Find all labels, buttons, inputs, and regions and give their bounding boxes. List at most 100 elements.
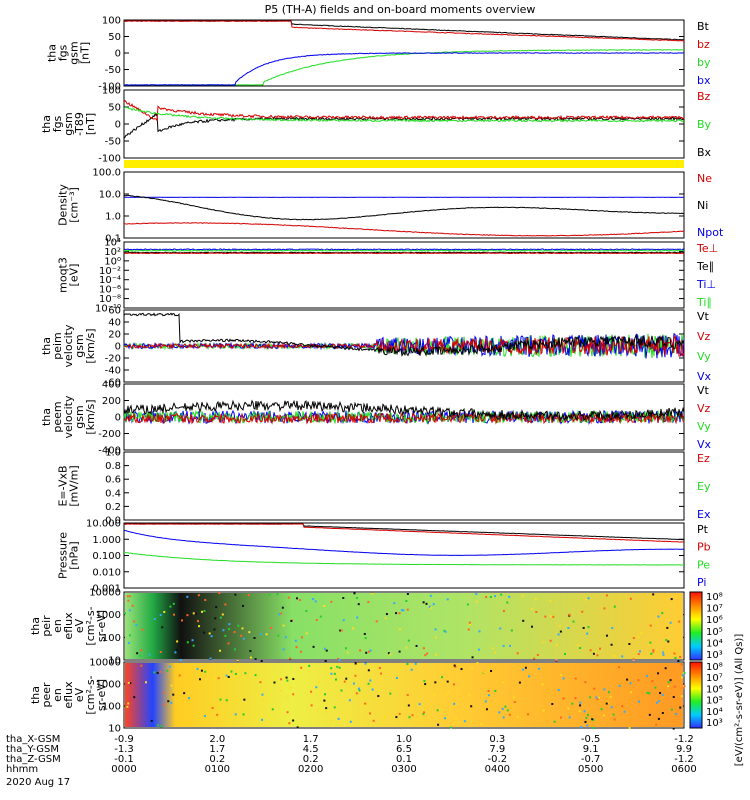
spectrogram-pixel bbox=[127, 702, 130, 705]
spectrogram-pixel bbox=[286, 679, 289, 682]
spectrogram-pixel bbox=[580, 726, 583, 729]
colorbar bbox=[689, 661, 703, 729]
y-axis-label-line: eV bbox=[73, 618, 86, 633]
spectrogram-pixel bbox=[662, 651, 665, 654]
spectrogram-pixel bbox=[398, 712, 401, 715]
spectrogram-pixel bbox=[160, 725, 163, 728]
y-tick-label: 10⁻¹⁰ bbox=[95, 304, 121, 315]
spectrogram-pixel bbox=[470, 705, 473, 708]
legend-label-te∥: Te∥ bbox=[696, 260, 714, 273]
spectrogram-pixel bbox=[338, 658, 341, 661]
spectrogram-pixel bbox=[508, 644, 511, 647]
y-tick-label: 1.000 bbox=[92, 535, 121, 546]
y-tick-label: 10⁻² bbox=[99, 266, 121, 277]
spectrogram-pixel bbox=[253, 637, 256, 640]
spectrogram-pixel bbox=[249, 650, 252, 653]
spectrogram-pixel bbox=[659, 692, 662, 695]
spectrogram-pixel bbox=[367, 682, 370, 685]
spectrogram-pixel bbox=[140, 649, 143, 652]
y-axis-label-line: fgs bbox=[51, 115, 64, 132]
y-axis-label-line: velocity bbox=[62, 395, 75, 438]
spectrogram-pixel bbox=[289, 657, 292, 660]
spectrogram-pixel bbox=[578, 710, 581, 713]
spectrogram-pixel bbox=[655, 701, 658, 704]
spectrogram-pixel bbox=[531, 625, 534, 628]
figure-title: P5 (TH-A) fields and on-board moments ov… bbox=[265, 3, 536, 16]
spectrogram-pixel bbox=[221, 613, 224, 616]
spectrogram-pixel bbox=[498, 711, 501, 714]
spectrogram-pixel bbox=[562, 677, 565, 680]
y-tick-label: 200 bbox=[102, 396, 121, 407]
spectrogram-pixel bbox=[485, 596, 488, 599]
spectrogram-pixel bbox=[661, 693, 664, 696]
spectrogram-pixel bbox=[584, 681, 587, 684]
y-tick-label: 0 bbox=[115, 342, 121, 353]
date-label: 2020 Aug 17 bbox=[6, 777, 70, 788]
x-tick-label: -1.2 bbox=[674, 754, 694, 765]
y-axis-label-line: sr-eV] bbox=[95, 610, 108, 642]
spectrogram-pixel bbox=[621, 705, 624, 708]
spectrogram-pixel bbox=[499, 627, 502, 630]
spectrogram-pixel bbox=[521, 594, 524, 597]
spectrogram-pixel bbox=[312, 598, 315, 601]
y-tick-label: 10000 bbox=[89, 588, 121, 599]
spectrogram-pixel bbox=[325, 707, 328, 710]
spectrogram-pixel bbox=[610, 643, 613, 646]
spectrogram-pixel bbox=[626, 678, 629, 681]
y-tick-label: 10.000 bbox=[86, 519, 121, 530]
y-tick-label: 100 bbox=[102, 16, 121, 27]
spectrogram-pixel bbox=[596, 698, 599, 701]
spectrogram-pixel bbox=[362, 696, 365, 699]
spectrogram-pixel bbox=[342, 597, 345, 600]
spectrogram-pixel bbox=[216, 713, 219, 716]
x-tick-label: 0.2 bbox=[303, 754, 319, 765]
y-axis-label-line: -T89 bbox=[73, 112, 86, 136]
x-tick-label: -0.1 bbox=[114, 754, 134, 765]
spectrogram-pixel bbox=[323, 647, 326, 650]
y-axis-label-line: [eV] bbox=[68, 264, 81, 287]
spectrogram-pixel bbox=[648, 692, 651, 695]
spectrogram-pixel bbox=[667, 640, 670, 643]
spectrogram-pixel bbox=[217, 677, 220, 680]
y-axis-label-line: tha bbox=[29, 617, 42, 635]
spectrogram-pixel bbox=[214, 617, 217, 620]
spectrogram-pixel bbox=[318, 680, 321, 683]
spectrogram-pixel bbox=[225, 699, 228, 702]
colorbar-tick-label: 10⁷ bbox=[706, 673, 723, 684]
spectrogram-pixel bbox=[562, 697, 565, 700]
spectrogram-pixel bbox=[600, 708, 603, 711]
spectrogram-pixel bbox=[426, 652, 429, 655]
spectrogram-pixel bbox=[260, 659, 263, 662]
spectrogram-pixel bbox=[167, 700, 170, 703]
spectrogram-pixel bbox=[286, 695, 289, 698]
spectrogram-pixel bbox=[330, 672, 333, 675]
spectrogram-pixel bbox=[227, 675, 230, 678]
spectrogram-pixel bbox=[300, 636, 303, 639]
spectrogram-pixel bbox=[516, 715, 519, 718]
spectrogram-pixel bbox=[564, 653, 567, 656]
spectrogram-pixel bbox=[276, 593, 279, 596]
y-axis-label-line: gsm bbox=[62, 112, 75, 135]
y-axis-label: thapeerenefluxeV[cm²-s-sr-eV] bbox=[29, 675, 108, 714]
spectrogram-pixel bbox=[605, 634, 608, 637]
spectrogram-pixel bbox=[330, 667, 333, 670]
spectrogram-pixel bbox=[349, 720, 352, 723]
colorbar-tick-label: 10³ bbox=[706, 650, 723, 661]
spectrogram-pixel bbox=[654, 686, 657, 689]
y-tick-label: 10⁻⁶ bbox=[99, 285, 121, 296]
spectrogram-pixel bbox=[650, 652, 653, 655]
colorbar-tick-label: 10⁸ bbox=[706, 592, 723, 603]
spectrogram-pixel bbox=[234, 593, 237, 596]
legend-label-vx: Vx bbox=[697, 438, 712, 451]
y-tick-label: -100 bbox=[98, 82, 121, 93]
spectrogram-pixel bbox=[179, 658, 182, 661]
spectrogram-pixel bbox=[637, 635, 640, 638]
y-axis-label: thapeimvelocitygsm[km/s] bbox=[40, 324, 97, 367]
spectrogram-pixel bbox=[434, 628, 437, 631]
spectrogram-pixel bbox=[353, 592, 356, 595]
spectrogram-pixel bbox=[300, 666, 303, 669]
x-tick-label: 7.9 bbox=[489, 744, 505, 755]
spectrogram-pixel bbox=[477, 648, 480, 651]
y-axis-label-line: eV bbox=[73, 687, 86, 702]
spectrogram-pixel bbox=[667, 681, 670, 684]
